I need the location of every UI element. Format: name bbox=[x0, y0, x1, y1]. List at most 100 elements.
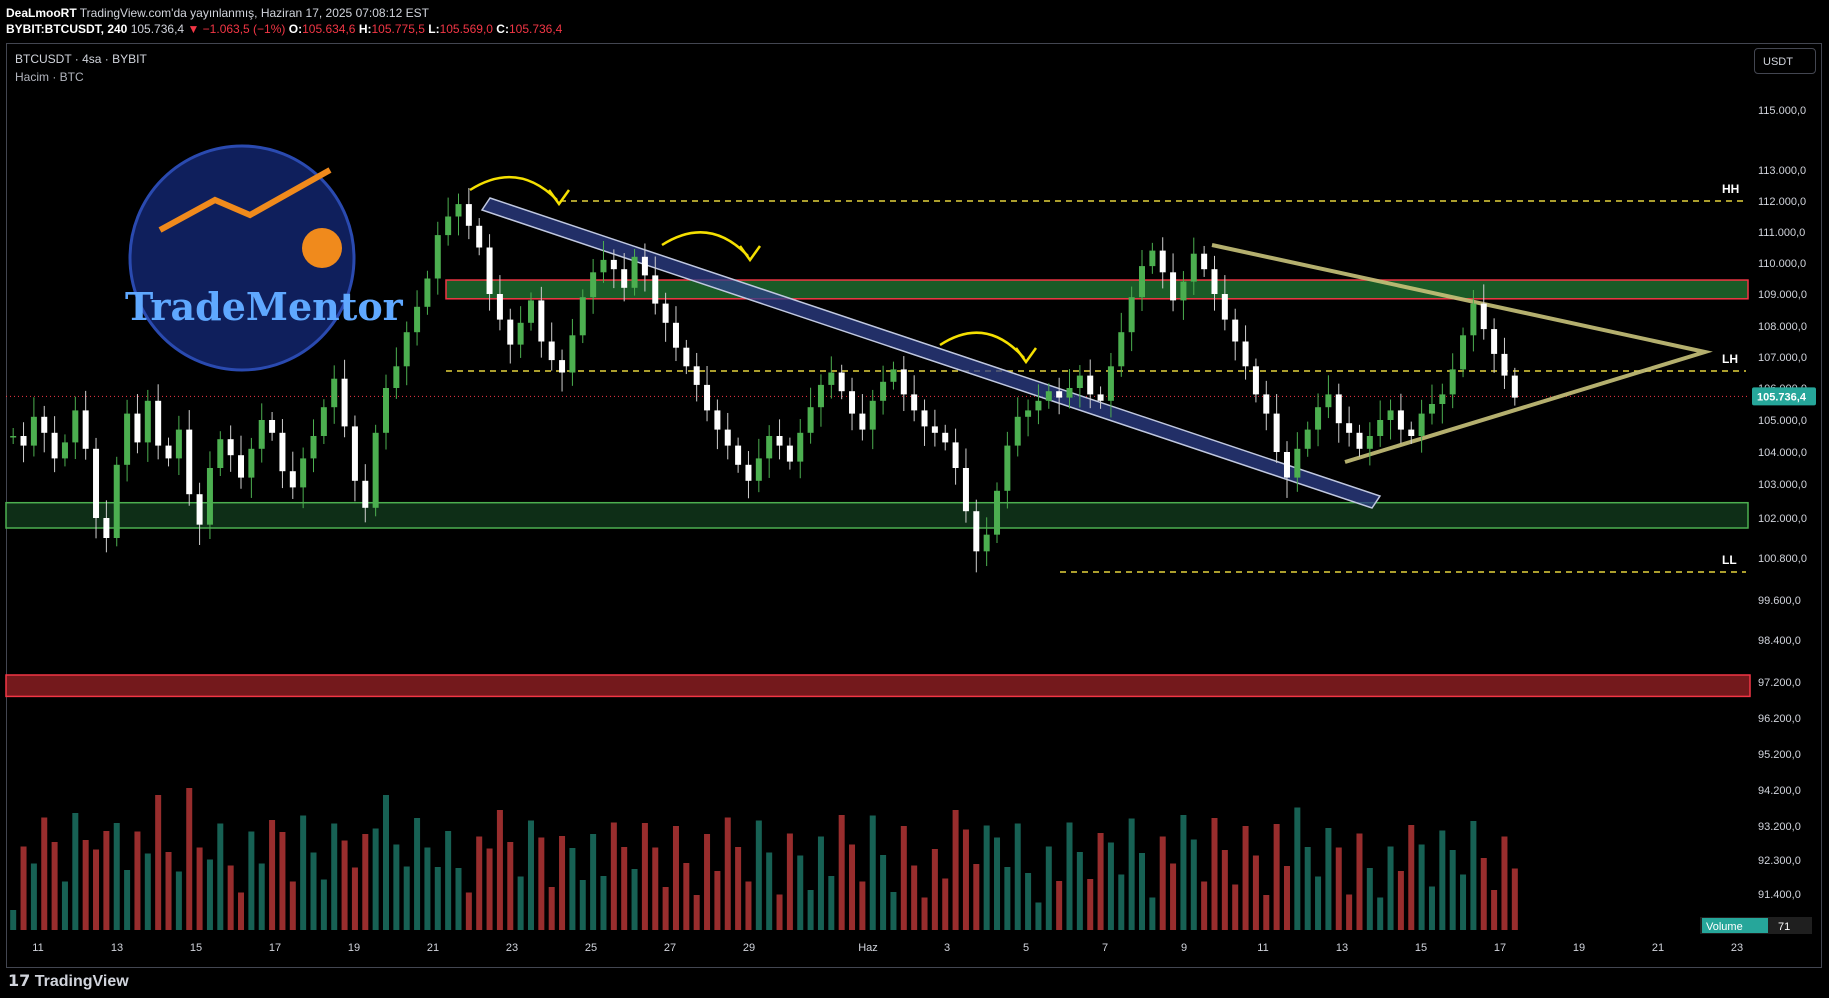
currency-selector[interactable]: USDT bbox=[1754, 48, 1816, 74]
candle-body bbox=[465, 204, 472, 226]
candle-body bbox=[600, 259, 607, 273]
candle-body bbox=[1211, 269, 1218, 294]
x-tick-label: 11 bbox=[1257, 942, 1268, 954]
volume-bar bbox=[559, 836, 566, 930]
candle-body bbox=[1097, 394, 1104, 401]
volume-bar bbox=[1201, 881, 1208, 930]
candle-body bbox=[931, 426, 938, 433]
volume-bar bbox=[1056, 881, 1063, 930]
volume-bar bbox=[51, 842, 58, 930]
candle-body bbox=[289, 471, 296, 488]
volume-bar bbox=[1408, 825, 1415, 930]
y-tick-label: 97.200,0 bbox=[1758, 677, 1801, 689]
x-tick-label: 29 bbox=[743, 942, 755, 954]
candle-body bbox=[320, 407, 327, 436]
y-tick-label: 99.600,0 bbox=[1758, 595, 1801, 607]
candle-body bbox=[776, 436, 783, 446]
volume-bar bbox=[227, 865, 234, 930]
volume-bar bbox=[434, 867, 441, 930]
volume-bar bbox=[103, 831, 110, 930]
candle-body bbox=[1304, 429, 1311, 449]
candle-body bbox=[745, 464, 752, 481]
volume-bar bbox=[476, 836, 483, 930]
candle-body bbox=[1273, 413, 1280, 452]
volume-bar bbox=[414, 818, 421, 930]
candle-body bbox=[859, 413, 866, 430]
candle-body bbox=[269, 420, 276, 433]
zone-support bbox=[5, 501, 1749, 529]
x-tick-label: 19 bbox=[348, 942, 360, 954]
level-label-ll: LL bbox=[1722, 553, 1737, 567]
candle-body bbox=[559, 360, 566, 373]
volume-bar bbox=[1118, 874, 1125, 930]
y-tick-label: 110.000,0 bbox=[1758, 258, 1806, 270]
candle-body bbox=[300, 458, 307, 488]
candle-body bbox=[548, 341, 555, 361]
candle-body bbox=[1283, 452, 1290, 478]
candle-body bbox=[1056, 391, 1063, 398]
volume-bar bbox=[631, 869, 638, 930]
volume-bar bbox=[310, 852, 317, 930]
x-tick-label: 9 bbox=[1181, 942, 1187, 954]
volume-bar bbox=[61, 881, 68, 930]
symbol-full: BYBIT:BTCUSDT, 240 bbox=[6, 22, 128, 36]
candle-body bbox=[797, 432, 804, 462]
volume-bar bbox=[641, 823, 648, 930]
candle-body bbox=[590, 272, 597, 298]
candle-body bbox=[51, 432, 58, 459]
symbol-legend[interactable]: BTCUSDT · 4sa · BYBIT bbox=[15, 52, 147, 66]
candle-body bbox=[683, 347, 690, 367]
volume-legend[interactable]: Hacim · BTC bbox=[15, 70, 84, 84]
x-tick-label: 21 bbox=[1652, 942, 1664, 954]
tradingview-brand[interactable]: 𝟭𝟳 TradingView bbox=[8, 971, 129, 991]
candle-body bbox=[1294, 448, 1301, 478]
candle-body bbox=[807, 407, 814, 433]
volume-bar bbox=[1035, 902, 1042, 930]
candle-body bbox=[1159, 250, 1166, 273]
candle-body bbox=[880, 381, 887, 401]
candle-body bbox=[921, 410, 928, 427]
candle-body bbox=[144, 400, 151, 443]
volume-bar bbox=[331, 823, 338, 930]
candle-body bbox=[206, 468, 213, 525]
candle-body bbox=[113, 464, 120, 538]
volume-bar bbox=[1221, 850, 1228, 930]
candle-body bbox=[41, 416, 48, 433]
volume-bar bbox=[10, 910, 17, 930]
candle-body bbox=[817, 384, 824, 408]
volume-badge-label: Volume bbox=[1706, 921, 1743, 933]
volume-bar bbox=[144, 853, 151, 930]
volume-bar bbox=[538, 837, 545, 930]
volume-bar bbox=[807, 890, 814, 930]
candle-body bbox=[1190, 253, 1197, 282]
candle-body bbox=[341, 378, 348, 427]
y-tick-label: 115.000,0 bbox=[1758, 105, 1806, 117]
x-tick-label: Haz bbox=[858, 942, 878, 954]
volume-bar bbox=[983, 825, 990, 930]
y-tick-label: 103.000,0 bbox=[1758, 479, 1807, 491]
candle-body bbox=[652, 275, 659, 304]
footer bbox=[0, 968, 1829, 998]
y-tick-label: 100.800,0 bbox=[1758, 553, 1807, 565]
volume-bar bbox=[1294, 807, 1301, 930]
x-tick-label: 17 bbox=[1494, 942, 1506, 954]
open-value: 105.634,6 bbox=[302, 22, 356, 36]
y-tick-label: 108.000,0 bbox=[1758, 321, 1807, 333]
volume-bar bbox=[766, 852, 773, 930]
volume-bar bbox=[72, 813, 79, 930]
candle-body bbox=[1035, 400, 1042, 411]
volume-bar bbox=[20, 846, 27, 930]
descending-channel bbox=[480, 197, 1382, 509]
volume-bar bbox=[1211, 818, 1218, 930]
candle-body bbox=[838, 372, 845, 392]
candle-body bbox=[1387, 410, 1394, 420]
candle-body bbox=[610, 259, 617, 270]
brand-label: TradingView bbox=[34, 973, 129, 990]
y-tick-label: 105.000,0 bbox=[1758, 415, 1807, 427]
volume-bar bbox=[1480, 858, 1487, 930]
candle-body bbox=[693, 366, 700, 385]
volume-bar bbox=[527, 820, 534, 930]
candle-body bbox=[486, 247, 493, 294]
volume-bar bbox=[496, 810, 503, 930]
